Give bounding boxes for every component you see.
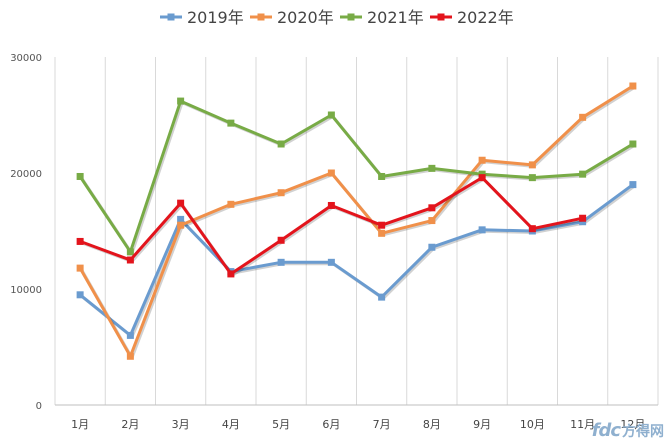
x-tick-label: 2月 [121,418,139,431]
legend-label: 2022年 [457,8,514,27]
x-tick-label: 1月 [71,418,89,431]
watermark-logo: fdc [591,420,621,441]
watermark: fdc 方得网 [592,420,664,441]
x-tick-label: 12月 [620,418,645,431]
data-point [478,226,486,234]
data-point [478,156,486,164]
data-point [327,111,335,119]
data-point [327,258,335,266]
legend-label: 2021年 [367,8,424,27]
data-point [277,236,285,244]
series-line [78,84,634,358]
data-point [629,82,637,90]
data-point [177,215,185,223]
data-point [177,97,185,105]
y-tick-label: 20000 [10,169,42,180]
x-tick-label: 8月 [423,418,441,431]
data-point [327,201,335,209]
watermark-text: 方得网 [622,423,664,440]
series-line [78,99,634,254]
legend: 2019年 2020年 2021年 2022年 [160,8,514,27]
data-point [579,214,587,222]
data-point [528,225,536,233]
legend-swatch-marker [347,13,355,21]
y-tick-label: 30000 [10,53,42,64]
data-point [629,181,637,189]
data-point [277,140,285,148]
data-point [227,270,235,278]
series-2022年 [76,174,587,278]
x-tick-label: 3月 [172,418,190,431]
data-point [126,352,134,360]
data-point [378,221,386,229]
data-point [528,161,536,169]
x-tick-label: 9月 [473,418,491,431]
data-point [227,200,235,208]
data-point [277,189,285,197]
data-point [629,140,637,148]
legend-label: 2019年 [187,8,244,27]
data-point [76,291,84,299]
legend-item: 2022年 [430,8,514,27]
data-point [428,243,436,251]
x-tick-label: 5月 [272,418,290,431]
legend-swatch-marker [257,13,265,21]
data-point [126,248,134,256]
series-2020年 [76,82,637,360]
legend-item: 2020年 [250,8,334,27]
legend-item: 2019年 [160,8,244,27]
series-lines [76,82,637,360]
series-shadow [80,101,636,255]
legend-item: 2021年 [340,8,424,27]
x-tick-label: 6月 [322,418,340,431]
data-point [227,119,235,127]
legend-swatch-marker [437,13,445,21]
data-point [378,229,386,237]
y-tick-label: 0 [36,401,42,412]
gridlines [54,57,659,405]
data-point [327,169,335,177]
data-point [76,172,84,180]
data-point [277,258,285,266]
data-point [428,217,436,225]
axes: 1月 2月 3月 4月 5月 6月 7月 8月 9月 10月 11月 12月 0 10000 20000 30… [10,53,658,431]
data-point [428,204,436,212]
legend-label: 2020年 [277,8,334,27]
data-point [579,113,587,121]
data-point [177,221,185,229]
x-tick-label: 7月 [373,418,391,431]
series-2021年 [76,97,637,256]
series-shadow [80,184,636,339]
data-point [528,174,536,182]
y-tick-label: 10000 [10,285,42,296]
series-line [79,183,634,337]
data-point [378,293,386,301]
x-tick-label: 4月 [222,418,240,431]
data-point [428,164,436,172]
legend-swatch-marker [167,13,175,21]
data-point [76,264,84,272]
data-point [177,199,185,207]
data-point [126,256,134,264]
data-point [378,172,386,180]
data-point [579,170,587,178]
data-point [126,331,134,339]
data-point [76,237,84,245]
data-point [478,174,486,182]
x-tick-label: 10月 [520,418,545,431]
x-tick-label: 11月 [570,418,595,431]
